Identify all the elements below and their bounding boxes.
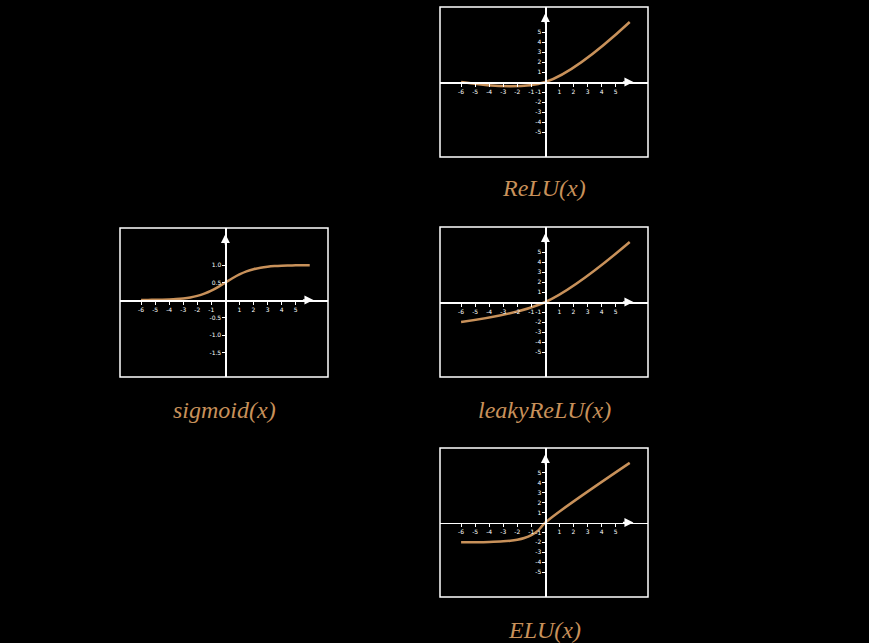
svg-text:-4: -4 (486, 308, 492, 315)
svg-text:-6: -6 (458, 528, 464, 535)
svg-text:-5: -5 (535, 568, 541, 575)
svg-text:-2: -2 (535, 318, 541, 325)
svg-text:-4: -4 (535, 338, 541, 345)
svg-text:1: 1 (537, 509, 541, 516)
svg-text:5: 5 (537, 469, 541, 476)
svg-text:2: 2 (537, 278, 541, 285)
svg-text:0.5: 0.5 (212, 279, 222, 286)
svg-text:1: 1 (537, 68, 541, 75)
svg-text:-2: -2 (514, 308, 520, 315)
svg-text:-2: -2 (194, 306, 200, 313)
svg-text:-1: -1 (528, 308, 534, 315)
svg-text:5: 5 (614, 88, 618, 95)
svg-text:-1.5: -1.5 (209, 349, 221, 356)
svg-text:4: 4 (600, 308, 604, 315)
svg-text:2: 2 (252, 306, 256, 313)
svg-text:3: 3 (537, 489, 541, 496)
svg-text:leakyReLU(x): leakyReLU(x) (478, 397, 611, 423)
svg-text:3: 3 (537, 268, 541, 275)
svg-text:2: 2 (537, 499, 541, 506)
svg-text:-2: -2 (514, 88, 520, 95)
svg-text:-1: -1 (208, 306, 214, 313)
svg-text:3: 3 (266, 306, 270, 313)
svg-text:-4: -4 (166, 306, 172, 313)
svg-text:ELU(x): ELU(x) (508, 617, 581, 643)
svg-text:5: 5 (537, 248, 541, 255)
svg-text:2: 2 (572, 528, 576, 535)
svg-text:-6: -6 (458, 308, 464, 315)
svg-text:-2: -2 (535, 538, 541, 545)
svg-text:3: 3 (537, 48, 541, 55)
svg-text:3: 3 (586, 308, 590, 315)
svg-text:5: 5 (537, 28, 541, 35)
svg-text:-4: -4 (486, 88, 492, 95)
svg-text:-0.5: -0.5 (209, 314, 221, 321)
svg-text:-4: -4 (535, 558, 541, 565)
svg-text:-6: -6 (458, 88, 464, 95)
svg-text:3: 3 (586, 528, 590, 535)
svg-text:-5: -5 (535, 128, 541, 135)
svg-text:-3: -3 (500, 88, 506, 95)
svg-text:-1: -1 (535, 529, 541, 536)
svg-text:-1: -1 (528, 528, 534, 535)
svg-text:-5: -5 (472, 88, 478, 95)
svg-text:2: 2 (572, 88, 576, 95)
svg-text:3: 3 (586, 88, 590, 95)
svg-text:-4: -4 (486, 528, 492, 535)
svg-text:4: 4 (537, 479, 541, 486)
svg-text:5: 5 (614, 308, 618, 315)
svg-text:4: 4 (537, 38, 541, 45)
svg-text:4: 4 (280, 306, 284, 313)
svg-text:-5: -5 (472, 528, 478, 535)
svg-text:-3: -3 (500, 528, 506, 535)
svg-text:5: 5 (294, 306, 298, 313)
svg-text:-3: -3 (180, 306, 186, 313)
svg-text:-1: -1 (535, 308, 541, 315)
svg-text:-3: -3 (535, 328, 541, 335)
svg-text:-4: -4 (535, 118, 541, 125)
svg-text:sigmoid(x): sigmoid(x) (173, 397, 276, 423)
svg-text:-5: -5 (535, 348, 541, 355)
svg-text:1.0: 1.0 (212, 261, 222, 268)
svg-text:-1: -1 (535, 88, 541, 95)
svg-text:1: 1 (558, 88, 562, 95)
svg-text:-1: -1 (528, 88, 534, 95)
svg-text:-5: -5 (152, 306, 158, 313)
svg-text:ReLU(x): ReLU(x) (502, 175, 586, 201)
svg-text:1: 1 (238, 306, 242, 313)
svg-text:-1.0: -1.0 (209, 331, 221, 338)
svg-text:-3: -3 (500, 308, 506, 315)
svg-text:1: 1 (537, 288, 541, 295)
svg-text:4: 4 (537, 258, 541, 265)
svg-text:4: 4 (600, 88, 604, 95)
svg-text:-6: -6 (138, 306, 144, 313)
svg-text:1: 1 (558, 308, 562, 315)
svg-text:4: 4 (600, 528, 604, 535)
svg-text:1: 1 (558, 528, 562, 535)
svg-text:-3: -3 (535, 108, 541, 115)
svg-text:2: 2 (537, 58, 541, 65)
svg-text:-2: -2 (514, 528, 520, 535)
svg-text:5: 5 (614, 528, 618, 535)
svg-text:-3: -3 (535, 548, 541, 555)
svg-text:2: 2 (572, 308, 576, 315)
svg-text:-5: -5 (472, 308, 478, 315)
svg-text:-2: -2 (535, 98, 541, 105)
